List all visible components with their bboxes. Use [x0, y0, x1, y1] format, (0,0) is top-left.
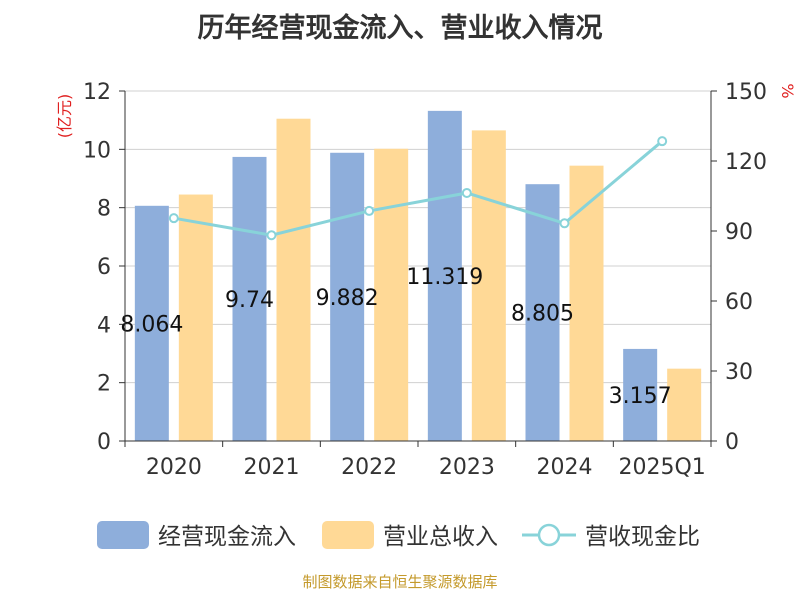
- line-point: [266, 230, 277, 241]
- y-right-tick-label: 30: [725, 360, 753, 385]
- y-left-tick-label: 0: [97, 430, 111, 455]
- bar-revenue: [471, 130, 506, 441]
- y-left-tick-label: 12: [83, 80, 111, 105]
- y-left-tick-label: 4: [97, 313, 111, 338]
- bar-revenue: [569, 165, 604, 441]
- y-right-tick-label: 0: [725, 430, 739, 455]
- y-right-tick-label: 120: [725, 150, 767, 175]
- y-right-tick-label: 60: [725, 290, 753, 315]
- line-ratio: [173, 140, 664, 237]
- line-point: [168, 213, 179, 224]
- source-footer: 制图数据来自恒生聚源数据库: [302, 573, 498, 591]
- legend-swatch-cash-inflow: [97, 521, 149, 549]
- legend-label: 经营现金流入: [158, 524, 296, 550]
- y-left-tick-label: 2: [97, 372, 111, 397]
- chart-title: 历年经营现金流入、营业收入情况: [197, 13, 603, 44]
- data-label: 3.157: [609, 384, 672, 409]
- legend-swatch-revenue: [322, 521, 374, 549]
- x-tick-label: 2020: [146, 455, 202, 480]
- data-label: 8.064: [120, 312, 183, 337]
- legend-label: 营业总收入: [383, 524, 498, 550]
- bar-revenue: [178, 194, 213, 441]
- y-right-tick-label: 150: [725, 80, 767, 105]
- bar-revenue: [276, 118, 311, 441]
- bar-cash-inflow: [623, 348, 658, 441]
- y-left-axis-title: (亿元): [55, 94, 74, 139]
- data-label: 8.805: [511, 302, 574, 327]
- legend-marker-ratio: [537, 523, 561, 547]
- data-label: 9.74: [225, 288, 274, 313]
- y-right-tick-label: 90: [725, 220, 753, 245]
- x-tick-label: 2025Q1: [619, 455, 706, 480]
- x-tick-label: 2024: [537, 455, 593, 480]
- line-point: [461, 187, 472, 198]
- data-label: 11.319: [406, 265, 483, 290]
- bar-revenue: [374, 148, 409, 441]
- bar-cash-inflow: [427, 110, 462, 442]
- line-point: [657, 136, 668, 147]
- bar-cash-inflow: [330, 152, 365, 441]
- x-tick-label: 2021: [244, 455, 300, 480]
- x-tick-label: 2022: [341, 455, 397, 480]
- line-point: [364, 205, 375, 216]
- data-label: 9.882: [316, 286, 379, 311]
- y-left-tick-label: 10: [83, 138, 111, 163]
- y-left-tick-label: 6: [97, 255, 111, 280]
- bar-revenue: [667, 368, 702, 441]
- line-point: [559, 218, 570, 229]
- legend-label: 营收现金比: [585, 524, 700, 550]
- x-tick-label: 2023: [439, 455, 495, 480]
- bar-cash-inflow: [525, 184, 560, 441]
- y-left-tick-label: 8: [97, 197, 111, 222]
- y-right-axis-title: %: [778, 83, 797, 98]
- bar-cash-inflow: [134, 205, 169, 441]
- bar-cash-inflow: [232, 156, 267, 441]
